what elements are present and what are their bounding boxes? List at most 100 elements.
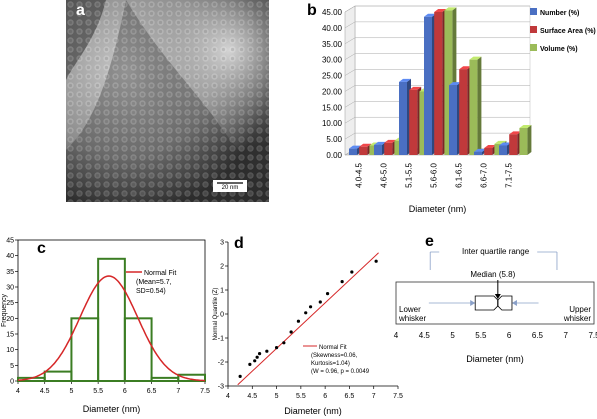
x-tick-label: 6.5 (147, 388, 157, 395)
scale-bar-label: 20 nm (221, 185, 239, 191)
lower-whisker-label: Lower (399, 305, 421, 314)
bar-top (469, 56, 482, 60)
legend-label: Surface Area (%) (540, 28, 596, 35)
legend-swatch (530, 8, 537, 15)
data-point (282, 341, 286, 345)
gridline-diag (344, 37, 356, 44)
data-point (304, 311, 308, 315)
x-axis-title: Diameter (nm) (409, 204, 467, 214)
bar (459, 69, 468, 155)
x-tick-label: 5 (275, 393, 279, 400)
bar (499, 145, 507, 155)
y-tick-label: 45.00 (322, 8, 343, 17)
legend-label: Normal Fit (144, 270, 176, 277)
bar (384, 142, 393, 155)
x-tick-label: 7 (563, 331, 568, 340)
panel-label-c: c (37, 240, 46, 257)
median-label: Median (5.8) (470, 270, 515, 279)
bar (419, 91, 428, 155)
bar-side (477, 56, 482, 155)
x-tick-label: 5 (69, 388, 73, 395)
bar (374, 144, 382, 155)
y-tick-label: 5 (10, 363, 14, 370)
data-point (325, 292, 330, 296)
data-point (340, 280, 344, 284)
y-tick-label: 45 (6, 238, 14, 245)
gridline-diag (344, 85, 356, 92)
data-point (238, 374, 242, 378)
bar-top (484, 145, 497, 149)
tem-image-panel: a 20 nm (66, 0, 269, 202)
legend-swatch (530, 26, 537, 33)
x-tick-label: 6 (123, 388, 127, 395)
bar-top (459, 66, 472, 70)
y-tick-label: -2 (218, 360, 224, 367)
panel-e: Inter quartile range Median (5.8) Lower whi… (390, 230, 597, 419)
x-tick-label: 4.0-4.5 (355, 162, 364, 187)
histogram-bar (123, 317, 153, 383)
x-tick-label: 5.5 (475, 331, 487, 340)
y-tick-label: 40.00 (322, 24, 343, 33)
median-arrowhead (494, 294, 501, 299)
legend-label: (Mean=5.7, (136, 279, 172, 286)
y-tick-label: 20.00 (322, 87, 343, 96)
y-tick-label: 0.00 (326, 151, 342, 160)
y-tick-label: 0 (220, 312, 224, 319)
x-tick-label: 4 (16, 388, 20, 395)
bar (349, 148, 357, 155)
box-frame (395, 281, 595, 325)
legend-label: Volume (%) (540, 46, 578, 53)
lower-whisker-arrow (470, 300, 476, 306)
bar (449, 85, 457, 155)
y-tick-label: 0 (10, 379, 14, 386)
panel-c: 0 5 10 15 20 25 30 35 40 45 4 4.5 5 5.5 6 6.5 7 7.5 Normal… (0, 230, 210, 419)
gridline-diag (344, 69, 356, 76)
y-tick-label: 3 (220, 240, 224, 247)
bar-top (499, 142, 511, 146)
bar (399, 81, 407, 155)
x-tick-label: 7 (372, 393, 376, 400)
legend-label: Normal Fit (319, 345, 347, 351)
x-tick-label: 4.5 (247, 393, 257, 400)
x-tick-label: 7.5 (588, 331, 597, 340)
legend-label: Number (%) (540, 10, 579, 17)
chart-side-wall (344, 5, 356, 156)
histogram-bar (150, 376, 180, 383)
x-tick-label: 7.5 (393, 393, 403, 400)
y-tick-label: 10.00 (322, 119, 343, 128)
panel-label-a: a (76, 2, 85, 19)
x-tick-label: 6.5 (345, 393, 355, 400)
bar (509, 134, 518, 155)
y-tick-label: 1 (220, 288, 224, 295)
y-tick-label: 35.00 (322, 40, 343, 49)
data-point (289, 330, 293, 334)
bar (409, 89, 418, 155)
y-tick-label: -1 (218, 336, 224, 343)
x-tick-label: 5.6-6.0 (430, 162, 439, 187)
y-tick-label: 35 (6, 269, 14, 276)
gridline-diag (344, 21, 356, 29)
bar (469, 59, 478, 155)
y-tick-label: 40 (6, 253, 14, 260)
legend-label: (W = 0.96, p = 0.0049 (311, 369, 370, 375)
normal-fit-curve (17, 275, 206, 382)
normal-fit-line (237, 252, 379, 386)
bar-top (399, 78, 411, 82)
bar (369, 145, 378, 155)
y-tick-label: 15.00 (322, 103, 343, 112)
bar (424, 16, 432, 156)
bar (434, 12, 443, 155)
histogram-bar (43, 370, 73, 383)
y-axis-title: Frequency (1, 293, 8, 327)
x-tick-label: 4 (394, 331, 399, 340)
x-tick-label: 4 (226, 393, 230, 400)
data-point (253, 359, 257, 363)
y-tick-label: 30 (6, 285, 14, 292)
upper-whisker-arrow (511, 300, 517, 306)
x-tick-label: 6.5 (532, 331, 544, 340)
bar (444, 10, 453, 155)
bar-top (359, 143, 372, 147)
gridline-diag (344, 5, 356, 13)
y-tick-label: 25.00 (322, 72, 343, 81)
gridline-diag (344, 132, 356, 140)
